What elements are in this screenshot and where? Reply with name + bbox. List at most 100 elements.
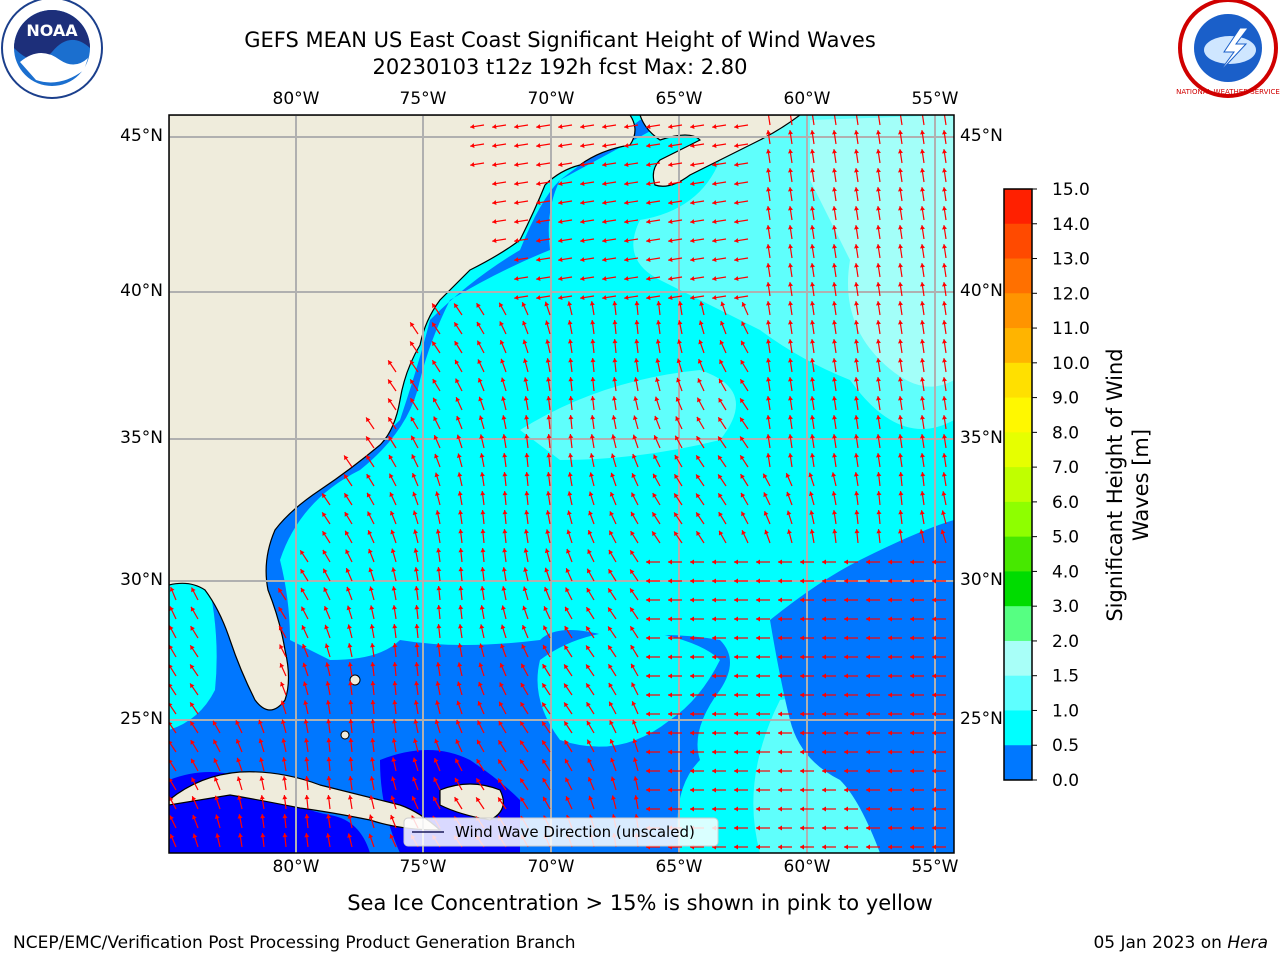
- wave-arrow: [788, 168, 793, 183]
- wave-arrow: [756, 616, 770, 622]
- wave-arrow: [368, 833, 375, 848]
- wave-arrow: [756, 597, 770, 603]
- wave-arrow: [853, 472, 859, 487]
- lat-tick-left: 40°N: [120, 281, 163, 301]
- wave-arrow: [854, 339, 859, 354]
- wave-arrow: [652, 492, 661, 506]
- wave-arrow: [866, 654, 880, 660]
- wave-arrow: [514, 200, 529, 206]
- wave-arrow: [668, 143, 683, 149]
- wave-arrow: [910, 730, 924, 736]
- wave-arrow: [588, 510, 595, 525]
- wave-arrow: [629, 588, 639, 601]
- wave-arrow: [690, 559, 704, 565]
- wave-arrow: [585, 664, 595, 677]
- wave-arrow: [674, 435, 683, 449]
- wave-arrow: [322, 530, 331, 544]
- wave-arrow: [304, 757, 310, 772]
- wave-arrow: [409, 397, 419, 411]
- wave-arrow: [910, 711, 924, 717]
- wave-arrow: [800, 559, 814, 565]
- wave-arrow: [832, 187, 837, 202]
- wave-arrow: [932, 711, 946, 717]
- wave-arrow: [435, 510, 441, 525]
- wave-arrow: [920, 206, 925, 221]
- colorbar-tick-label: 4.0: [1052, 562, 1079, 582]
- wave-arrow: [565, 796, 573, 810]
- wave-arrow: [498, 302, 507, 316]
- wave-arrow: [480, 510, 486, 525]
- lon-tick-bottom: 60°W: [783, 857, 831, 877]
- wave-arrow: [279, 644, 287, 658]
- wave-arrow: [734, 559, 748, 565]
- lat-tick-right: 25°N: [960, 709, 1003, 729]
- wave-arrow: [624, 162, 639, 168]
- wave-arrow: [580, 276, 595, 282]
- wave-arrow: [810, 301, 815, 316]
- wave-arrow: [585, 626, 595, 639]
- wave-arrow: [866, 673, 880, 679]
- wave-arrow: [580, 295, 595, 301]
- wave-arrow: [237, 814, 243, 829]
- wave-arrow: [932, 692, 946, 698]
- wave-arrow: [580, 143, 595, 149]
- wave-arrow: [521, 644, 529, 658]
- wave-arrow: [654, 396, 661, 411]
- wave-arrow: [695, 474, 705, 487]
- wave-arrow: [501, 396, 507, 411]
- wave-arrow: [766, 282, 771, 297]
- wave-arrow: [300, 606, 309, 620]
- wave-arrow: [478, 396, 485, 411]
- wave-arrow: [898, 510, 904, 525]
- wave-arrow: [499, 662, 507, 677]
- wave-arrow: [278, 625, 287, 639]
- wave-arrow: [189, 683, 199, 696]
- wave-arrow: [387, 416, 397, 430]
- wave-arrow: [677, 339, 683, 354]
- wave-arrow: [712, 711, 726, 717]
- colorbar-segment: [1004, 467, 1032, 503]
- wave-arrow: [788, 206, 793, 221]
- wave-arrow: [478, 643, 485, 658]
- wave-arrow: [344, 511, 353, 525]
- wave-arrow: [392, 700, 398, 715]
- wave-arrow: [822, 711, 836, 717]
- wave-arrow: [412, 510, 419, 525]
- wave-arrow: [501, 434, 507, 449]
- wave-arrow: [456, 453, 463, 468]
- wave-arrow: [690, 806, 704, 812]
- wave-arrow: [477, 359, 485, 373]
- wave-arrow: [631, 700, 639, 715]
- wave-arrow: [676, 358, 683, 373]
- wave-arrow: [831, 491, 837, 506]
- colorbar-segment: [1004, 432, 1032, 468]
- wave-arrow: [717, 455, 727, 468]
- wave-arrow: [942, 130, 947, 145]
- wave-arrow: [734, 768, 748, 774]
- wave-arrow: [898, 244, 903, 259]
- map-grid: [169, 115, 954, 853]
- wave-arrow: [348, 757, 354, 772]
- wave-arrow: [932, 635, 946, 641]
- wave-arrow: [454, 359, 463, 373]
- wave-arrow: [521, 624, 529, 639]
- wave-arrow: [778, 787, 792, 793]
- wave-arrow: [788, 434, 793, 449]
- wave-arrow: [844, 559, 858, 565]
- wave-arrow: [259, 757, 265, 772]
- wave-arrow: [876, 130, 881, 145]
- wave-arrow: [213, 758, 221, 772]
- wave-arrow: [786, 510, 793, 525]
- wave-arrow: [631, 682, 639, 696]
- wave-arrow: [370, 681, 376, 696]
- wave-arrow: [432, 796, 441, 810]
- wave-arrow: [788, 339, 793, 354]
- wave-arrow: [414, 643, 420, 658]
- wave-arrow: [566, 548, 573, 563]
- wave-arrow: [734, 257, 749, 263]
- wave-arrow: [387, 379, 397, 392]
- wave-arrow: [411, 472, 419, 487]
- wave-arrow: [558, 200, 573, 206]
- wave-arrow: [646, 673, 660, 679]
- colorbar-tick-label: 5.0: [1052, 528, 1079, 548]
